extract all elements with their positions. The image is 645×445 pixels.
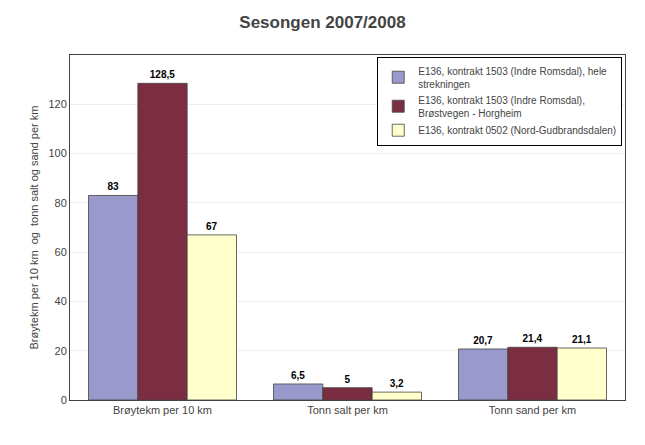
svg-text:Tonn sand per km: Tonn sand per km [489,404,576,416]
svg-text:E136, kontrakt 1503 (Indre Rom: E136, kontrakt 1503 (Indre Romsdal), hel… [418,66,607,90]
svg-text:0: 0 [61,394,67,406]
svg-text:128,5: 128,5 [150,69,175,80]
svg-text:40: 40 [55,295,67,307]
svg-text:83: 83 [107,181,119,192]
svg-text:E136, kontrakt 1503 (Indre Rom: E136, kontrakt 1503 (Indre Romsdal),Brøs… [418,95,585,119]
svg-text:Sesongen 2007/2008: Sesongen 2007/2008 [239,13,405,32]
svg-text:67: 67 [206,221,218,232]
svg-text:6,5: 6,5 [291,370,305,381]
svg-text:Brøytekm per 10 km og tonn s: Brøytekm per 10 km og tonn salt og sand … [28,106,40,350]
svg-text:E136, kontrakt 0502 (Nord-Gudb: E136, kontrakt 0502 (Nord-Gudbrandsdalen… [418,125,616,136]
svg-text:21,1: 21,1 [572,334,592,345]
svg-text:Tonn salt per km: Tonn salt per km [307,404,388,416]
svg-text:80: 80 [55,197,67,209]
svg-text:60: 60 [55,246,67,258]
svg-text:5: 5 [345,374,351,385]
svg-text:20,7: 20,7 [473,335,493,346]
svg-text:21,4: 21,4 [523,333,543,344]
svg-text:20: 20 [55,345,67,357]
svg-text:100: 100 [48,147,66,159]
svg-text:120: 120 [48,98,66,110]
svg-text:3,2: 3,2 [390,378,404,389]
svg-text:Brøytekm per 10 km: Brøytekm per 10 km [113,404,212,416]
